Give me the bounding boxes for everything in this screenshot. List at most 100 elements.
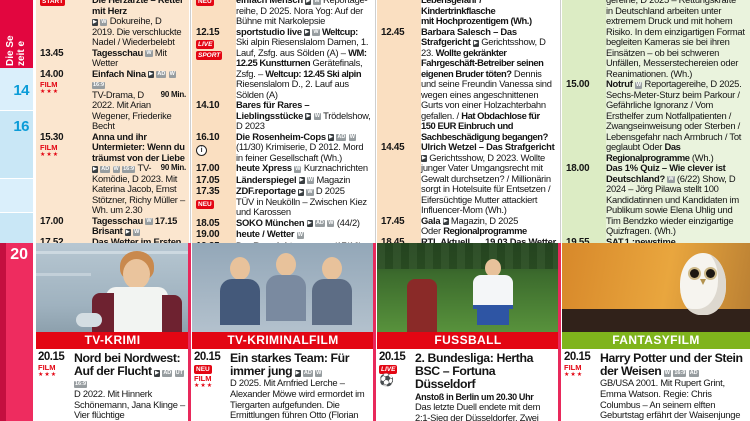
- program-time: 16.10: [196, 131, 220, 143]
- program-photo-harry-potter: [562, 243, 750, 332]
- program-time: 18.45: [381, 236, 405, 243]
- program-title: Das Wetter im Ersten: [92, 235, 182, 243]
- program-desc: (6/22) Show, D 2024 – Jörg Pilawa stellt…: [606, 172, 739, 236]
- program-title: einfach Mensch: [236, 0, 303, 5]
- program-desc: Lebensgefahr / Kindertrinkflasche: [421, 0, 496, 16]
- episode-number: (17/16): [334, 240, 362, 243]
- repeat-icon: W: [145, 218, 153, 225]
- audio-desc-icon: AD: [156, 71, 167, 78]
- play-icon: ▶: [298, 177, 305, 184]
- program-entry: 19.00 heute / Wetter W: [192, 228, 374, 241]
- highlight-panel-kriminalfilm: TV-KRIMINALFILM 20.15 NEU FILM ★★★ Ein s…: [192, 243, 374, 421]
- film-badge: FILM: [194, 373, 212, 383]
- play-icon: ▶: [124, 228, 131, 236]
- program-desc: Dennis und seine Freundin Vanessa sind w…: [421, 67, 552, 121]
- person-figure: [407, 279, 437, 332]
- spine-pink-band: [0, 243, 33, 421]
- program-entry: 17.52 Das Wetter im Ersten W: [36, 235, 189, 243]
- play-icon: ▶: [92, 18, 98, 26]
- program-time: 17.05: [196, 174, 220, 186]
- program-entry: Lebensgefahr / Kindertrinkflasche mit Ho…: [377, 0, 559, 27]
- repeat-icon: W: [296, 231, 304, 239]
- program-desc: (Wh.): [689, 151, 714, 163]
- panel-divider: [373, 243, 376, 421]
- live-badge: LIVE: [196, 40, 215, 49]
- play-icon: ▶: [306, 220, 313, 227]
- program-time: 14.00: [40, 68, 64, 80]
- program-entry: 19.55 SAT.1 :newstime: [562, 235, 750, 243]
- program-title: Das Wetter: [509, 235, 557, 243]
- repeat-icon: W: [313, 113, 321, 120]
- hour-strip: [0, 68, 33, 244]
- program-title: Ein starkes Team: Für immer jung: [230, 351, 350, 379]
- play-icon: ▶: [304, 29, 311, 36]
- program-entry: 19.25 i Der Bergdoktor ▶ AD W (17/16) Ar…: [192, 240, 374, 243]
- program-title: SOKO München: [236, 216, 305, 228]
- program-time: 12.15: [196, 26, 220, 38]
- program-title: Anna und ihr Untermieter: Wenn du träums…: [92, 130, 185, 163]
- star-rating: ★★★: [194, 382, 214, 389]
- program-entry: NEU einfach Mensch ▶ W Reportage- reihe,…: [192, 0, 374, 27]
- program-title: Einfach Nina: [92, 67, 146, 79]
- play-icon: ▶: [305, 113, 312, 120]
- program-title: Gala: [421, 214, 441, 226]
- program-title: SAT.1 :newstime: [606, 235, 676, 243]
- program-title: RTL Aktuell: [421, 235, 470, 243]
- spine-label-line2: zeit e: [16, 40, 27, 66]
- repeat-icon: W: [348, 134, 356, 141]
- program-title: Das 1% Quiz – Wie clever ist Deutschland…: [606, 162, 726, 184]
- highlight-panel-fantasyfilm: FANTASYFILM 20.15 FILM ★★★ Harry Potter …: [562, 243, 750, 421]
- panel-divider: [188, 243, 191, 421]
- widescreen-icon: 16:9: [74, 380, 88, 388]
- repeat-icon: W: [315, 369, 323, 377]
- program-title: Barbara Salesch – Das Strafgericht: [421, 25, 517, 47]
- program-time: 15.30: [40, 131, 64, 143]
- program-entry: 17.05 Länderspiegel ▶ W Magazin: [192, 173, 374, 187]
- column-divider: [375, 0, 376, 243]
- program-entry: 18.00 Das 1% Quiz – Wie clever ist Deuts…: [562, 162, 750, 237]
- program-title: 2. Bundesliga: Hertha BSC – Fortuna Düss…: [415, 351, 534, 392]
- neu-badge: NEU: [194, 364, 212, 374]
- play-icon: ▶: [328, 134, 335, 141]
- program-desc: Magazin, D 2025: [450, 214, 519, 226]
- audio-desc-icon: AD: [688, 369, 699, 377]
- channel-column-4: gereihe, D 2025 – Rettungskräfte in Deut…: [562, 0, 750, 243]
- program-desc: gereihe, D 2025 – Rettungskräfte: [606, 0, 736, 5]
- program-time: 17.45: [381, 215, 405, 227]
- program-title: Die Rosenheim-Cops: [236, 130, 326, 142]
- program-title: Tagesschau: [92, 46, 143, 58]
- spine-label-line1: Die Se: [5, 35, 16, 66]
- program-desc: Dokureihe, D 2019. Die verschluckte Nade…: [92, 15, 182, 47]
- widescreen-icon: 16:9: [122, 165, 136, 173]
- program-entry: 17.45 Gala ▶ Magazin, D 2025 Oder Region…: [377, 214, 559, 237]
- program-entry: 17.35 NEU ZDF.reportage ▶ W D 2025 TÜV i…: [192, 185, 374, 218]
- repeat-icon: W: [313, 0, 321, 5]
- program-desc: Gerichtsshow, D 23.: [421, 36, 546, 58]
- program-time: 19.55: [566, 236, 590, 243]
- program-desc: D 2025: [315, 185, 345, 196]
- subtitles-icon: UT: [174, 369, 184, 377]
- program-title: Harry Potter und der Stein der Weisen: [600, 351, 743, 379]
- star-rating: ★★★: [40, 152, 60, 158]
- audio-desc-icon: AD: [302, 369, 313, 377]
- audio-desc-icon: AD: [314, 220, 325, 227]
- program-title: heute / Wetter: [236, 228, 295, 239]
- program-entry: 12.45 Barbara Salesch – Das Strafgericht…: [377, 25, 559, 143]
- film-badge: FILM: [40, 143, 58, 152]
- repeat-icon: W: [294, 165, 302, 173]
- film-badge: FILM: [40, 80, 58, 89]
- program-entry: 18.45 RTL Aktuell 19.03 Das Wetter: [377, 235, 559, 243]
- program-desc: D 2022. Mit Hinnerk Schönemann, Jana Kli…: [74, 388, 186, 421]
- channel-column-3: Lebensgefahr / Kindertrinkflasche mit Ho…: [377, 0, 559, 243]
- program-title: Länderspiegel: [236, 173, 297, 185]
- play-icon: ▶: [154, 369, 160, 377]
- panel-divider: [558, 243, 561, 421]
- repeat-icon: W: [112, 165, 120, 173]
- program-title: Bares für Rares – Lieblingsstücke: [236, 99, 310, 121]
- program-desc: GB/USA 2001. Mit Rupert Grint, Emma Wats…: [600, 377, 741, 421]
- film-badge: FILM: [38, 362, 56, 372]
- program-desc: Hat Obdachlose für 150 EUR Einbruch und …: [421, 109, 548, 142]
- highlight-panel-fussball: FUSSBALL 20.15 LIVE ⚽ 2. Bundesliga: Her…: [377, 243, 559, 421]
- repeat-icon: W: [306, 188, 314, 196]
